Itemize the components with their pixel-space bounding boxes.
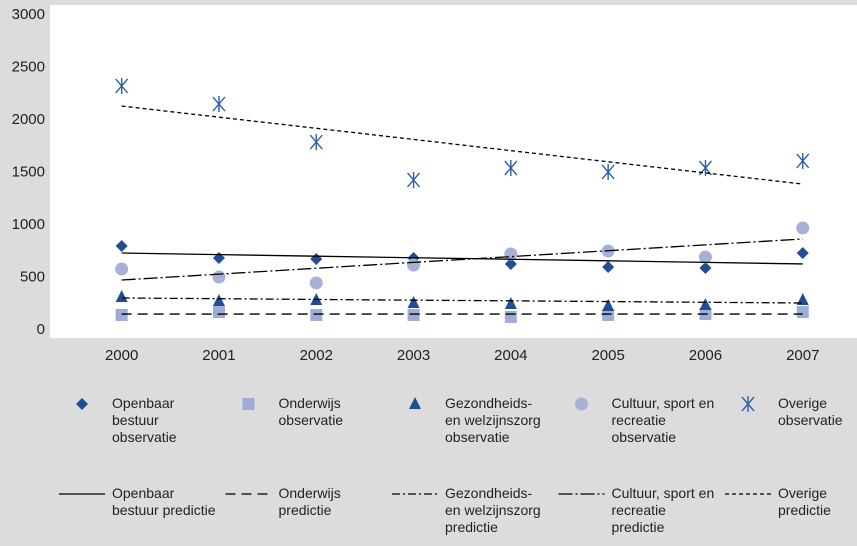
marker-triangle bbox=[409, 397, 421, 409]
marker-star bbox=[115, 77, 129, 94]
x-tick-label: 2007 bbox=[786, 347, 819, 364]
x-tick-label: 2002 bbox=[300, 347, 333, 364]
marker-star bbox=[504, 159, 518, 176]
marker-square bbox=[407, 308, 420, 321]
x-tick-label: 2001 bbox=[202, 347, 235, 364]
trend-line bbox=[121, 105, 803, 185]
marker-circle bbox=[115, 262, 129, 276]
marker-diamond bbox=[602, 261, 615, 273]
marker-triangle bbox=[407, 296, 420, 309]
marker-star bbox=[407, 171, 421, 188]
x-tick-label: 2005 bbox=[591, 347, 624, 364]
x-tick-label: 2006 bbox=[689, 347, 722, 364]
marker-triangle bbox=[699, 298, 712, 311]
legend-label: Overige observatie bbox=[778, 395, 843, 428]
legend-label: Gezondheids- en welzijnszorg observatie bbox=[445, 395, 541, 445]
legend-label: Onderwijs predictie bbox=[278, 485, 341, 518]
legend-label: Cultuur, sport en recreatie predictie bbox=[611, 485, 715, 535]
marker-diamond bbox=[115, 240, 128, 252]
marker-square bbox=[504, 310, 517, 323]
marker-star bbox=[309, 134, 323, 151]
y-tick-label: 500 bbox=[20, 268, 45, 285]
trend-line bbox=[121, 297, 803, 304]
legend-label: Overige predictie bbox=[778, 485, 831, 518]
marker-star bbox=[741, 396, 755, 412]
marker-square bbox=[115, 308, 128, 321]
marker-triangle bbox=[504, 296, 517, 309]
legend-label: Openbaar bestuur predictie bbox=[112, 485, 216, 518]
marker-circle bbox=[698, 250, 712, 264]
marker-circle bbox=[796, 221, 810, 235]
marker-diamond bbox=[504, 257, 517, 270]
marker-triangle bbox=[212, 294, 225, 307]
legend-label: Onderwijs observatie bbox=[278, 395, 344, 428]
marker-star bbox=[796, 152, 810, 169]
marker-square bbox=[602, 308, 615, 321]
trend-line bbox=[121, 238, 803, 281]
legend-label: Cultuur, sport en recreatie observatie bbox=[611, 395, 715, 445]
marker-diamond bbox=[76, 398, 88, 410]
marker-square bbox=[212, 306, 225, 319]
marker-circle bbox=[309, 276, 323, 290]
plot-area bbox=[50, 5, 857, 338]
y-tick-label: 3000 bbox=[12, 6, 45, 23]
y-tick-label: 1000 bbox=[12, 216, 45, 233]
marker-triangle bbox=[796, 292, 809, 305]
y-tick-label: 0 bbox=[37, 321, 45, 338]
x-tick-label: 2000 bbox=[105, 347, 138, 364]
x-tick-label: 2003 bbox=[397, 347, 430, 364]
marker-star bbox=[601, 163, 615, 180]
x-tick-label: 2004 bbox=[494, 347, 527, 364]
marker-circle bbox=[212, 270, 226, 284]
marker-diamond bbox=[310, 253, 323, 266]
marker-diamond bbox=[796, 247, 809, 260]
marker-star bbox=[212, 96, 226, 113]
y-tick-label: 2000 bbox=[12, 111, 45, 128]
marker-square bbox=[242, 398, 255, 410]
marker-square bbox=[796, 306, 809, 319]
marker-triangle bbox=[115, 290, 128, 303]
marker-circle bbox=[575, 397, 588, 411]
trend-line bbox=[121, 252, 803, 265]
marker-triangle bbox=[602, 298, 615, 311]
marker-diamond bbox=[699, 262, 712, 275]
y-tick-label: 2500 bbox=[12, 58, 45, 75]
legend-label: Openbaar bestuur observatie bbox=[112, 395, 177, 445]
marker-square bbox=[310, 308, 323, 321]
marker-circle bbox=[407, 258, 421, 272]
y-tick-label: 1500 bbox=[12, 163, 45, 180]
legend-label: Gezondheids- en welzijnszorg predictie bbox=[445, 485, 541, 535]
